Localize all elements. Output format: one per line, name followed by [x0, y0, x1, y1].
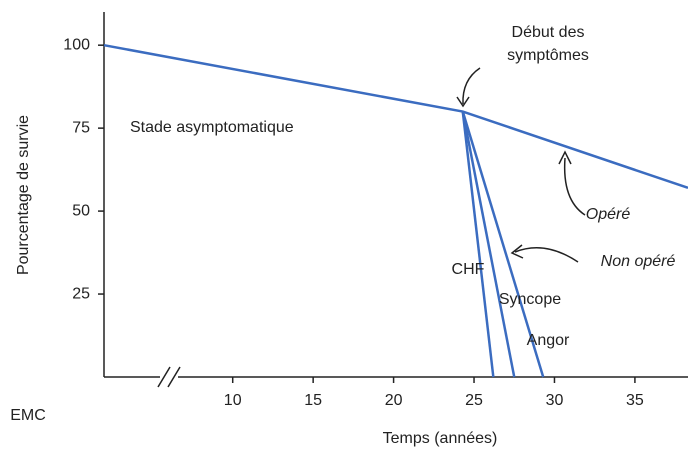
x-tick-label: 25 — [465, 392, 483, 409]
y-axis-label: Pourcentage de survie — [15, 115, 32, 275]
series-line — [103, 43, 688, 190]
y-tick-label: 25 — [72, 285, 90, 302]
annotation: Début des — [512, 24, 585, 41]
y-tick-label: 50 — [72, 202, 90, 219]
x-tick-label: 10 — [224, 392, 242, 409]
axis-break — [157, 366, 181, 388]
series-line — [461, 111, 545, 378]
annotation: Non opéré — [601, 253, 676, 270]
x-tick-label: 35 — [626, 392, 644, 409]
series-label: Syncope — [499, 291, 561, 308]
series-label: CHF — [452, 261, 485, 278]
y-tick-label: 100 — [63, 36, 90, 53]
annotation: symptômes — [507, 47, 589, 64]
series-label: Opéré — [586, 206, 631, 223]
x-tick-label: 20 — [385, 392, 403, 409]
x-tick-label: 30 — [546, 392, 564, 409]
arrows — [456, 67, 586, 263]
x-axis-label: Temps (années) — [383, 430, 498, 447]
annotation: Stade asymptomatique — [130, 119, 294, 136]
x-tick-label: 15 — [304, 392, 322, 409]
series-line — [461, 111, 516, 378]
y-tick-label: 75 — [72, 119, 90, 136]
series-line — [461, 111, 495, 378]
logo: EMC — [10, 407, 46, 424]
series-label: Angor — [527, 332, 570, 349]
